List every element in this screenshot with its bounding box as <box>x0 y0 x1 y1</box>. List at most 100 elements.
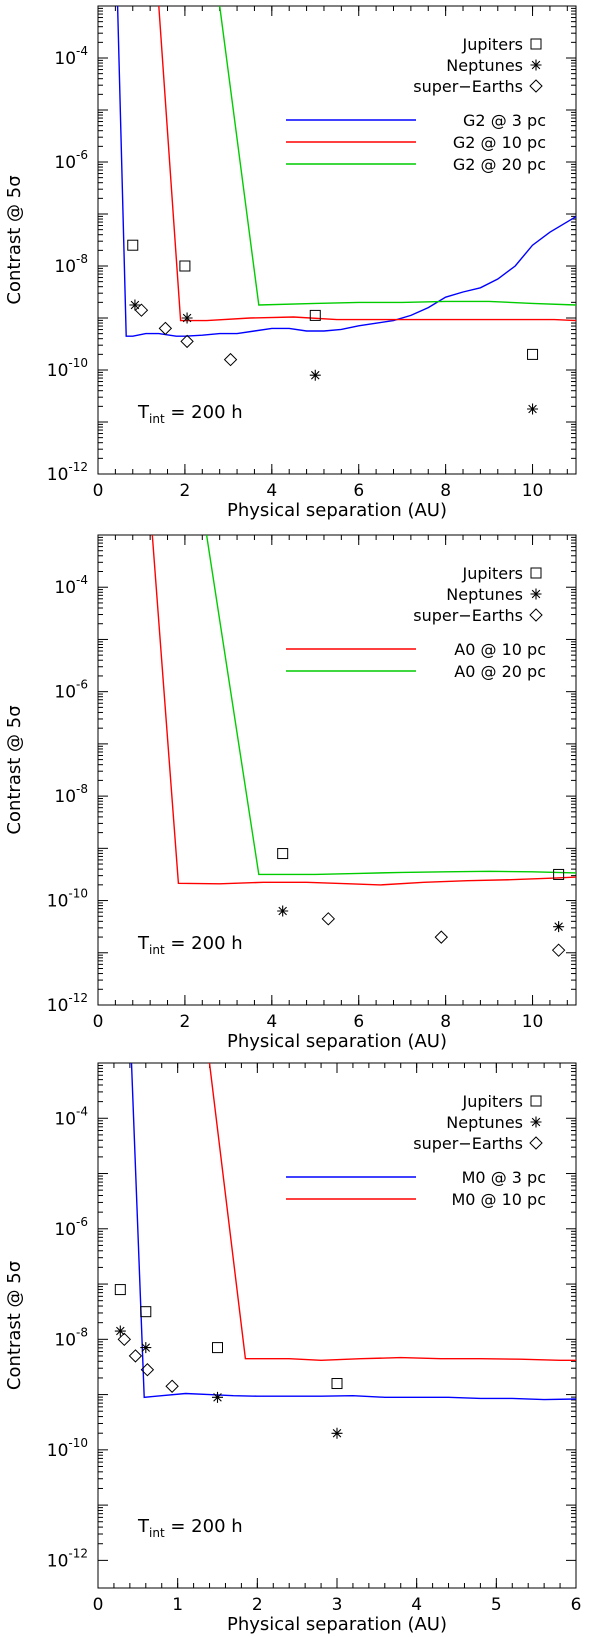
neptunes-marker <box>527 403 539 415</box>
neptunes-marker <box>331 1427 343 1439</box>
y-tick-base: 10 <box>47 1441 69 1461</box>
y-tick-base: 10 <box>54 153 76 173</box>
y-tick-label: 10-8 <box>54 252 88 277</box>
legend-marker-label: super−Earths <box>413 606 523 625</box>
y-tick-label: 10-8 <box>54 1325 88 1350</box>
legend-marker-label: Neptunes <box>446 1113 523 1132</box>
y-tick-label: 10-12 <box>47 1546 88 1571</box>
super-earths-marker <box>128 1349 143 1363</box>
super-earths-marker <box>180 334 194 349</box>
y-tick-label: 10-6 <box>54 148 88 173</box>
y-tick-base: 10 <box>54 1330 76 1350</box>
legend-marker-label: Jupiters <box>462 564 524 583</box>
series-line-2 <box>208 1063 576 1362</box>
annotation-rest: = 200 h <box>165 402 243 423</box>
y-tick-label: 10-6 <box>54 1215 88 1240</box>
x-axis-title: Physical separation (AU) <box>227 500 447 521</box>
y-tick-exponent: -4 <box>76 573 88 587</box>
jupiters-marker <box>179 260 191 272</box>
x-tick-label: 4 <box>266 481 277 501</box>
neptunes-marker <box>140 1342 152 1354</box>
neptunes-marker <box>129 299 141 311</box>
series-line-1 <box>116 6 576 337</box>
legend-marker-symbol <box>529 79 543 93</box>
x-tick-label: 6 <box>353 481 364 501</box>
legend-marker-symbol <box>530 567 542 579</box>
y-tick-exponent: -8 <box>76 1325 88 1339</box>
x-tick-label: 0 <box>93 1595 104 1615</box>
neptunes-marker <box>309 369 321 381</box>
jupiters-marker <box>140 1306 152 1318</box>
super-earths-marker <box>158 321 173 336</box>
super-earths-marker <box>134 303 149 317</box>
neptunes-marker <box>212 1391 223 1403</box>
x-tick-label: 10 <box>522 1012 544 1032</box>
y-tick-base: 10 <box>54 578 76 598</box>
annotation-rest: = 200 h <box>165 933 243 954</box>
legend-marker-label: super−Earths <box>413 1134 523 1153</box>
legend-marker-symbol <box>529 1136 543 1150</box>
y-tick-label: 10-4 <box>54 44 88 69</box>
y-tick-base: 10 <box>54 257 76 277</box>
integration-time-annotation: Tint = 200 h <box>137 933 243 957</box>
y-tick-label: 10-8 <box>54 782 88 807</box>
x-tick-label: 2 <box>179 481 190 501</box>
x-tick-label: 2 <box>252 1595 263 1615</box>
y-tick-exponent: -10 <box>68 356 88 370</box>
jupiters-marker <box>114 1284 126 1296</box>
legend-series-label: A0 @ 20 pc <box>454 662 546 681</box>
y-tick-label: 10-10 <box>47 1436 88 1461</box>
legend-marker-label: Jupiters <box>462 1092 524 1111</box>
y-tick-base: 10 <box>54 1220 76 1240</box>
y-tick-label: 10-4 <box>54 1104 88 1129</box>
x-tick-label: 8 <box>440 1012 451 1032</box>
series-line-3 <box>219 6 576 306</box>
legend-series-label: M0 @ 3 pc <box>462 1168 546 1187</box>
x-tick-label: 4 <box>266 1012 277 1032</box>
y-tick-exponent: -10 <box>68 887 88 901</box>
neptunes-marker <box>277 905 289 917</box>
y-axis-title: Contrast @ 5σ <box>4 1261 25 1390</box>
jupiters-marker <box>127 239 139 251</box>
y-tick-exponent: -6 <box>76 1215 88 1229</box>
x-tick-label: 0 <box>93 481 104 501</box>
y-tick-exponent: -12 <box>68 460 88 474</box>
series-line-2 <box>205 535 576 876</box>
series-line-1 <box>130 1063 576 1401</box>
super-earths-marker <box>117 1332 131 1347</box>
legend-series-label: G2 @ 20 pc <box>453 155 546 174</box>
y-tick-exponent: -12 <box>68 991 88 1005</box>
y-tick-exponent: -4 <box>76 1104 88 1118</box>
legend-marker-label: Neptunes <box>446 585 523 604</box>
legend-series-label: G2 @ 3 pc <box>463 111 546 130</box>
legend-marker-label: Neptunes <box>446 56 523 75</box>
y-tick-exponent: -4 <box>76 44 88 58</box>
x-axis-title: Physical separation (AU) <box>227 1031 447 1052</box>
super-earths-marker <box>551 943 566 957</box>
x-tick-label: 5 <box>491 1595 502 1615</box>
y-tick-base: 10 <box>47 892 69 912</box>
y-tick-exponent: -10 <box>68 1436 88 1450</box>
x-tick-label: 2 <box>179 1012 190 1032</box>
legend-marker-symbol <box>530 38 542 50</box>
y-tick-base: 10 <box>54 49 76 69</box>
legend-marker-symbol <box>530 1116 542 1128</box>
x-axis-title: Physical separation (AU) <box>227 1614 447 1635</box>
y-tick-exponent: -12 <box>68 1546 88 1560</box>
neptunes-marker <box>114 1325 126 1337</box>
y-tick-label: 10-4 <box>54 573 88 598</box>
jupiters-marker <box>212 1342 223 1354</box>
annotation-main: T <box>137 1516 150 1537</box>
annotation-subscript: int <box>149 943 165 957</box>
y-tick-base: 10 <box>47 361 69 381</box>
annotation-rest: = 200 h <box>165 1516 243 1537</box>
annotation-subscript: int <box>149 412 165 426</box>
plot-frame <box>97 5 577 475</box>
y-tick-base: 10 <box>47 465 69 485</box>
y-tick-label: 10-10 <box>47 887 88 912</box>
y-tick-exponent: -8 <box>76 782 88 796</box>
